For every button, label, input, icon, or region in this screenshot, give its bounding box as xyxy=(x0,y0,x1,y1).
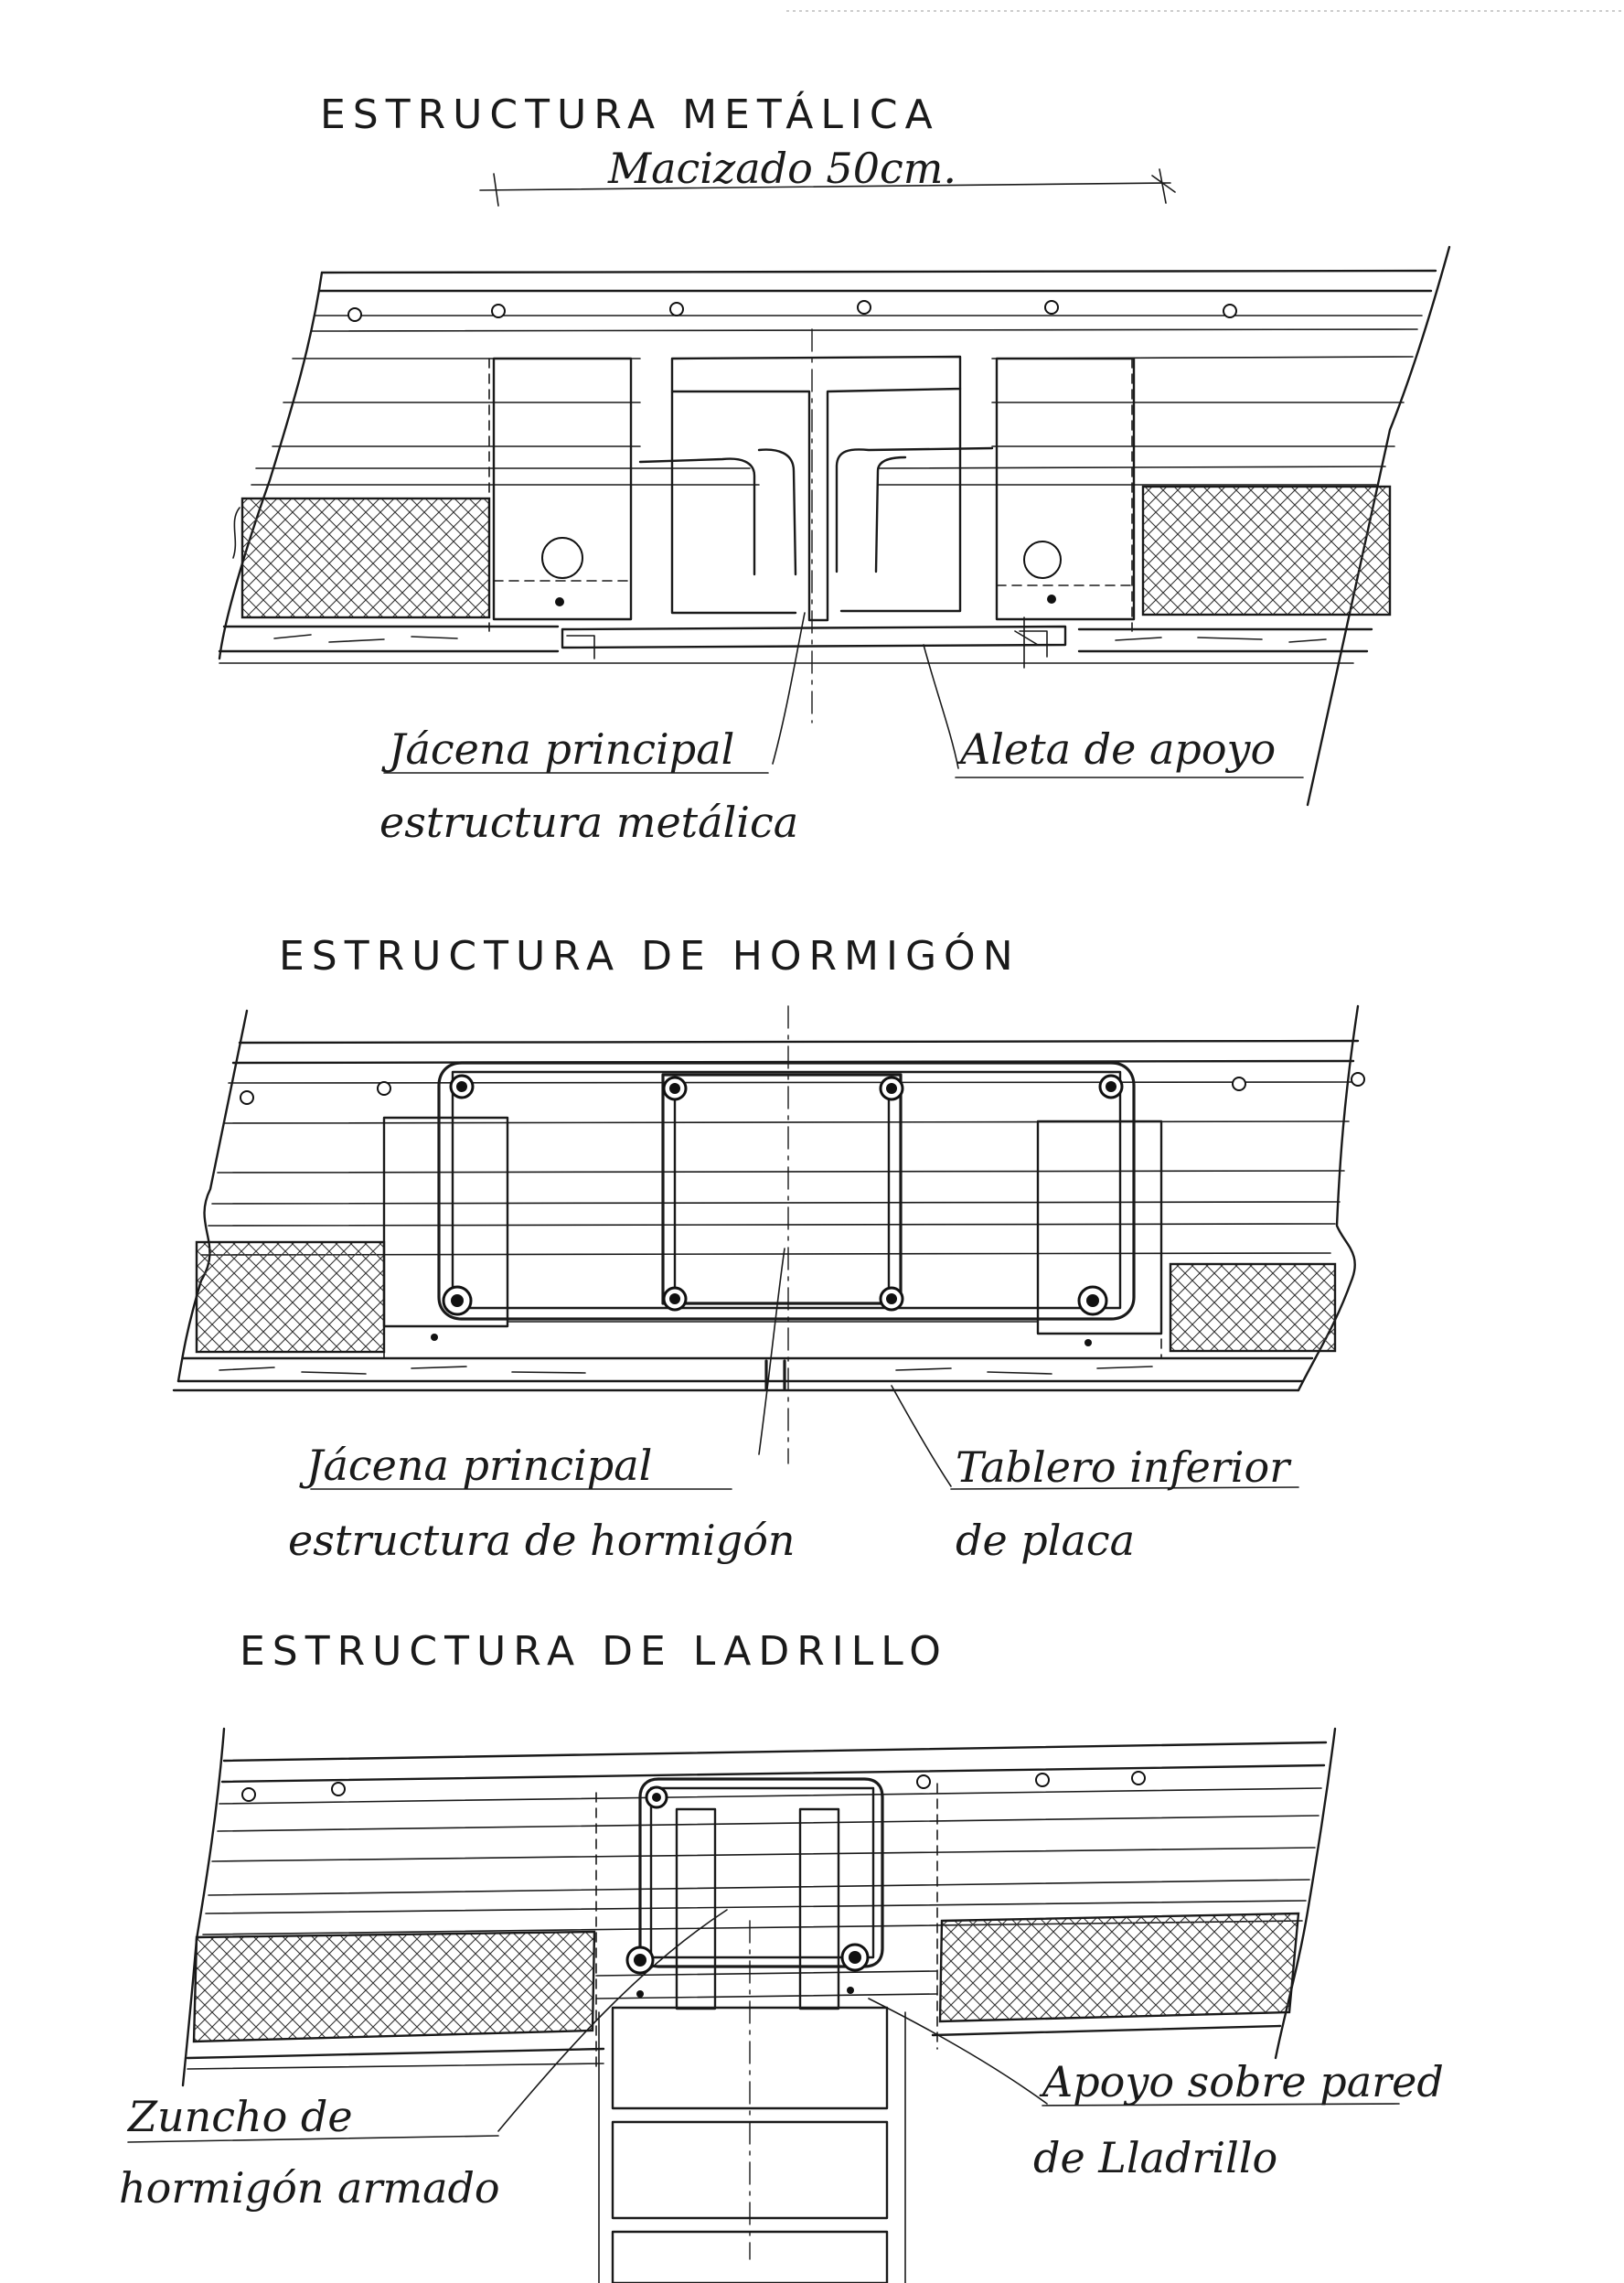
section-brick-structure: ESTRUCTURA DE LADRILLO xyxy=(119,1628,1444,2283)
hatched-filler-right-brick xyxy=(938,1912,1300,2023)
label-jacena-concrete-line1: Jácena principal xyxy=(299,1441,652,1490)
slab-outline-brick xyxy=(181,1727,1337,2087)
label-tablero-line1: Tablero inferior xyxy=(956,1442,1292,1492)
hatched-filler-right-concrete xyxy=(1169,1262,1337,1353)
leader-line-jacena-concrete xyxy=(758,1248,785,1455)
slab-outline-metal xyxy=(218,245,1451,807)
leader-line-apoyo xyxy=(868,1998,1048,2105)
label-apoyo-line1: Apoyo sobre pared xyxy=(1039,2057,1444,2106)
bottom-board-metal xyxy=(218,625,1373,664)
label-jacena-concrete-line2: estructura de hormigón xyxy=(288,1516,796,1565)
hatched-filler-left-concrete xyxy=(195,1240,386,1354)
section-title-concrete: ESTRUCTURA DE HORMIGÓN xyxy=(279,931,1020,980)
top-rebar-dots-metal xyxy=(347,300,1237,322)
section-metal-structure: ESTRUCTURA METÁLICA Macizado 50cm. xyxy=(218,90,1451,847)
leader-line-tablero xyxy=(891,1385,952,1487)
label-zuncho-line1: Zuncho de xyxy=(126,2092,353,2141)
top-rebar-dots-brick xyxy=(241,1771,1146,1802)
embedded-bar-left xyxy=(541,537,583,579)
hatched-filler-left-brick xyxy=(192,1930,596,2043)
dimension-line-50cm: Macizado 50cm. xyxy=(479,144,1176,207)
label-apoyo-line2: de Lladrillo xyxy=(1033,2133,1277,2182)
leader-line-zuncho xyxy=(497,1909,728,2132)
embedded-bar-right xyxy=(1023,541,1062,579)
steel-i-beam xyxy=(488,328,1136,723)
concrete-beam-cage xyxy=(382,1005,1163,1464)
label-zuncho-line2: hormigón armado xyxy=(119,2163,500,2213)
hatched-filler-right-metal xyxy=(1141,485,1392,616)
label-jacena-metal-line2: estructura metálica xyxy=(379,798,798,847)
bottom-board-concrete xyxy=(172,1356,1314,1392)
label-jacena-metal-line1: Jácena principal xyxy=(381,724,734,774)
top-rebar-dots-concrete xyxy=(240,1072,1365,1105)
leader-line-aleta xyxy=(923,644,959,769)
label-tablero-line2: de placa xyxy=(956,1516,1135,1565)
hatched-filler-left-metal xyxy=(240,497,491,619)
dimension-label: Macizado 50cm. xyxy=(607,144,956,193)
section-concrete-structure: ESTRUCTURA DE HORMIGÓN xyxy=(172,931,1365,1565)
section-title-metal: ESTRUCTURA METÁLICA xyxy=(320,90,940,138)
label-aleta-apoyo: Aleta de apoyo xyxy=(956,724,1276,774)
brick-wall xyxy=(598,1920,906,2283)
section-title-brick: ESTRUCTURA DE LADRILLO xyxy=(240,1628,948,1675)
leader-line-jacena-metal xyxy=(772,612,806,765)
